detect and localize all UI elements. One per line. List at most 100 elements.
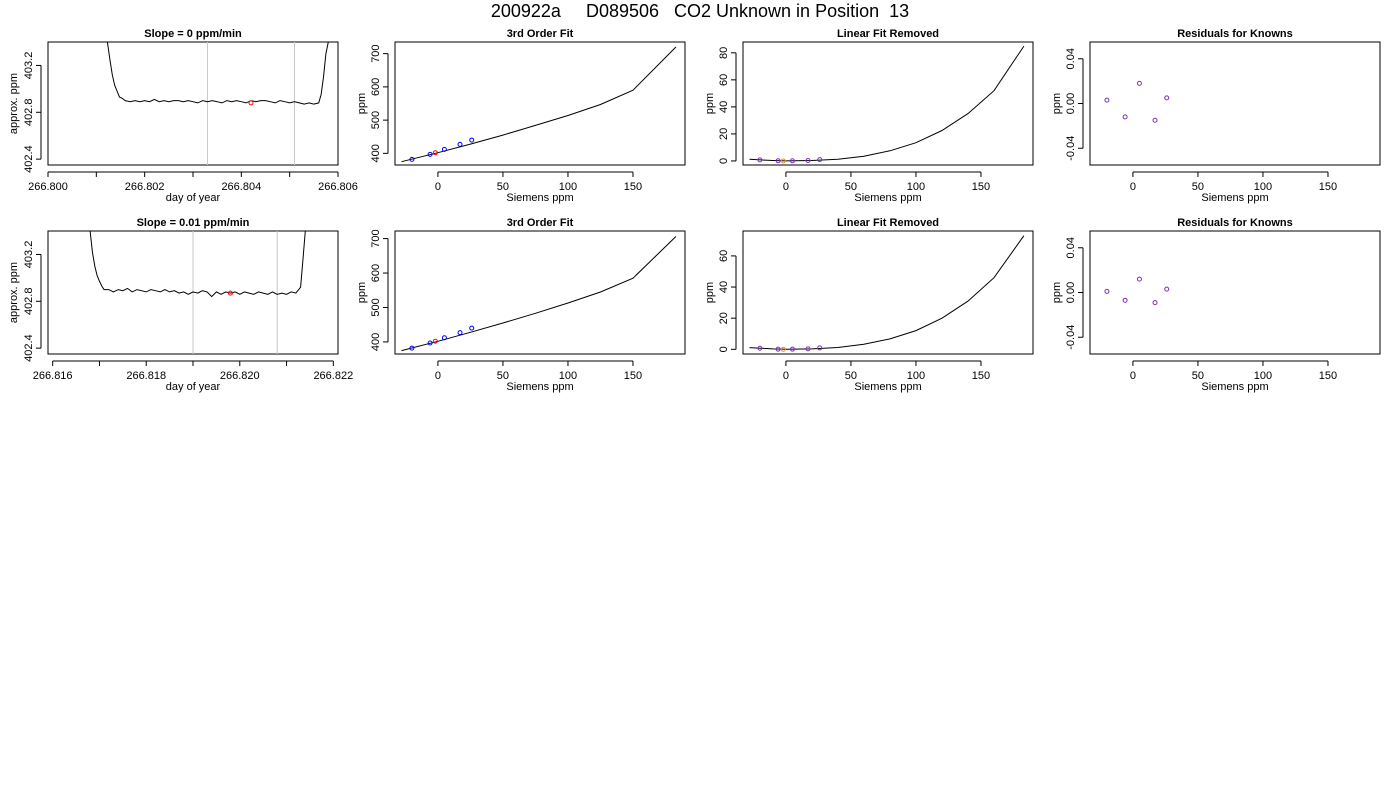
known-standard-point (441, 146, 447, 152)
x-tick-label: 0 (783, 370, 789, 382)
plot-frame (394, 230, 686, 355)
known-standard-point (1122, 297, 1128, 303)
page-title: 200922a D089506 CO2 Unknown in Position … (490, 1, 910, 21)
known-standard-point (817, 157, 823, 163)
y-tick-label: 700 (370, 229, 382, 247)
x-tick-label: 0 (435, 181, 441, 193)
x-tick-label: 50 (497, 181, 509, 193)
known-standard-point (457, 141, 463, 147)
y-tick-label: 600 (370, 78, 382, 96)
y-tick-label: 0 (718, 158, 730, 164)
panel-title: 3rd Order Fit (507, 28, 574, 40)
panel-title: Slope = 0 ppm/min (144, 28, 242, 40)
known-standard-point (805, 346, 811, 352)
known-standard-point (409, 156, 415, 162)
unknown-mean-marker (248, 100, 254, 106)
fit-curve (749, 235, 1025, 350)
known-standard-point (469, 137, 475, 143)
x-tick-label: 50 (1192, 181, 1204, 193)
unknown-sample-point (432, 150, 438, 156)
known-standard-point (427, 340, 433, 346)
x-axis-label: Siemens ppm (1201, 381, 1268, 393)
known-standard-point (1122, 114, 1128, 120)
x-tick-label: 0 (1130, 181, 1136, 193)
x-axis-label: day of year (166, 381, 221, 393)
y-axis-label: ppm (1051, 282, 1063, 303)
x-tick-label: 266.816 (33, 370, 73, 382)
known-standard-point (1164, 286, 1170, 292)
panel-title: Residuals for Knowns (1177, 217, 1293, 229)
x-tick-label: 150 (624, 370, 642, 382)
unknown-mean-marker (227, 290, 233, 296)
plot-frame (742, 230, 1034, 355)
y-axis-label: ppm (704, 282, 716, 303)
y-tick-label: 0.04 (1065, 48, 1077, 69)
y-tick-label: 0.00 (1065, 93, 1077, 114)
panel-title: Linear Fit Removed (837, 217, 939, 229)
y-tick-label: 40 (718, 101, 730, 113)
x-tick-label: 50 (845, 370, 857, 382)
x-tick-label: 100 (907, 181, 925, 193)
x-tick-label: 150 (972, 370, 990, 382)
known-standard-point (427, 151, 433, 157)
x-tick-label: 150 (972, 181, 990, 193)
x-tick-label: 0 (435, 370, 441, 382)
known-standard-point (409, 345, 415, 351)
known-standard-point (1104, 97, 1110, 103)
y-tick-label: 60 (718, 250, 730, 262)
x-tick-label: 50 (845, 181, 857, 193)
x-tick-label: 100 (1254, 370, 1272, 382)
y-tick-label: 20 (718, 128, 730, 140)
known-standard-point (817, 345, 823, 351)
x-tick-label: 0 (783, 181, 789, 193)
x-axis-label: Siemens ppm (1201, 192, 1268, 204)
x-tick-label: 100 (559, 181, 577, 193)
y-tick-label: 500 (370, 111, 382, 129)
panel-title: Slope = 0.01 ppm/min (137, 217, 250, 229)
x-axis-label: Siemens ppm (506, 381, 573, 393)
x-tick-label: 50 (497, 370, 509, 382)
x-tick-label: 266.818 (126, 370, 166, 382)
known-standard-point (457, 330, 463, 336)
known-standard-point (1164, 95, 1170, 101)
x-axis-label: day of year (166, 192, 221, 204)
y-axis-label: ppm (356, 282, 368, 303)
y-tick-label: 402.8 (23, 288, 35, 316)
plot-frame (394, 41, 686, 166)
x-tick-label: 150 (624, 181, 642, 193)
x-axis-label: Siemens ppm (854, 192, 921, 204)
y-tick-label: 20 (718, 312, 730, 324)
x-tick-label: 266.804 (221, 181, 261, 193)
known-standard-point (1136, 276, 1142, 282)
x-tick-label: 50 (1192, 370, 1204, 382)
y-tick-label: 400 (370, 144, 382, 162)
x-tick-label: 150 (1319, 181, 1337, 193)
y-axis-label: approx. ppm (8, 262, 20, 323)
known-standard-point (469, 325, 475, 331)
y-tick-label: 700 (370, 44, 382, 62)
x-tick-label: 150 (1319, 370, 1337, 382)
panel-title: Residuals for Knowns (1177, 28, 1293, 40)
known-standard-point (1104, 288, 1110, 294)
y-tick-label: 403.2 (23, 241, 35, 269)
y-axis-label: ppm (356, 93, 368, 114)
known-standard-point (757, 157, 763, 163)
x-tick-label: 266.806 (318, 181, 358, 193)
y-tick-label: 0.04 (1065, 237, 1077, 258)
panel-title: Linear Fit Removed (837, 28, 939, 40)
plot-frame (47, 41, 339, 166)
known-standard-point (441, 335, 447, 341)
y-tick-label: 400 (370, 333, 382, 351)
unknown-sample-point (780, 346, 786, 352)
y-tick-label: 402.8 (23, 99, 35, 127)
known-standard-point (1136, 80, 1142, 86)
known-standard-point (1152, 300, 1158, 306)
y-tick-label: 80 (718, 47, 730, 59)
fit-curve (401, 46, 677, 163)
x-tick-label: 266.820 (220, 370, 260, 382)
y-tick-label: -0.04 (1065, 136, 1077, 161)
y-tick-label: 0 (718, 346, 730, 352)
x-tick-label: 100 (907, 370, 925, 382)
x-tick-label: 266.800 (28, 181, 68, 193)
